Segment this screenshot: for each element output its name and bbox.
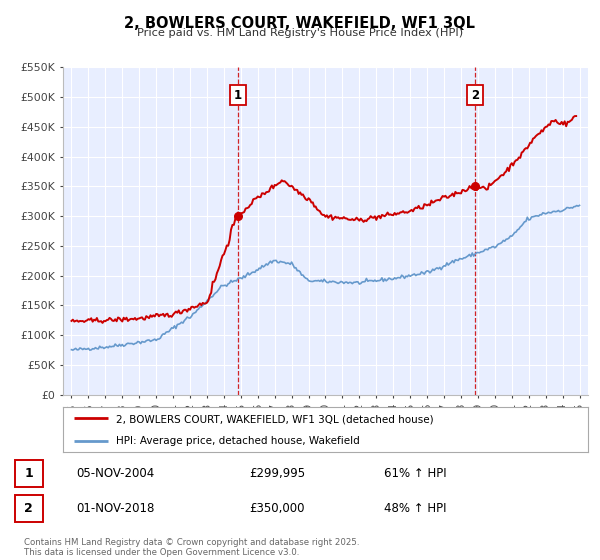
Text: £299,995: £299,995 — [249, 467, 305, 480]
Text: 1: 1 — [25, 467, 33, 480]
Text: 01-NOV-2018: 01-NOV-2018 — [76, 502, 155, 515]
Text: 2: 2 — [471, 88, 479, 101]
Text: 61% ↑ HPI: 61% ↑ HPI — [384, 467, 446, 480]
FancyBboxPatch shape — [15, 495, 43, 522]
Text: 48% ↑ HPI: 48% ↑ HPI — [384, 502, 446, 515]
Text: £350,000: £350,000 — [249, 502, 305, 515]
Text: 1: 1 — [234, 88, 242, 101]
Text: 2, BOWLERS COURT, WAKEFIELD, WF1 3QL: 2, BOWLERS COURT, WAKEFIELD, WF1 3QL — [125, 16, 476, 31]
Text: 2, BOWLERS COURT, WAKEFIELD, WF1 3QL (detached house): 2, BOWLERS COURT, WAKEFIELD, WF1 3QL (de… — [115, 414, 433, 424]
Text: Contains HM Land Registry data © Crown copyright and database right 2025.
This d: Contains HM Land Registry data © Crown c… — [24, 538, 359, 557]
Text: 05-NOV-2004: 05-NOV-2004 — [77, 467, 155, 480]
Text: Price paid vs. HM Land Registry's House Price Index (HPI): Price paid vs. HM Land Registry's House … — [137, 28, 463, 38]
Text: HPI: Average price, detached house, Wakefield: HPI: Average price, detached house, Wake… — [115, 436, 359, 446]
Text: 2: 2 — [25, 502, 33, 515]
FancyBboxPatch shape — [15, 460, 43, 487]
